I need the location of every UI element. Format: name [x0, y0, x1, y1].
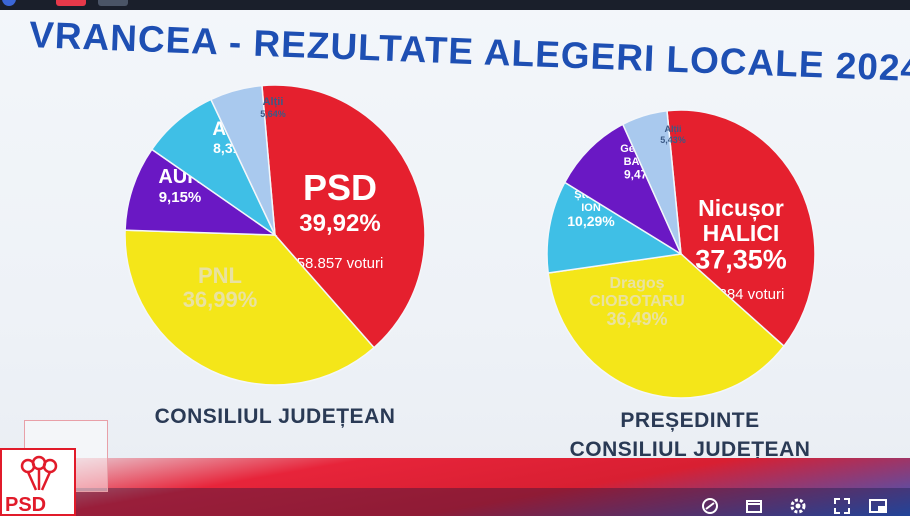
miniplayer-icon[interactable] — [868, 496, 888, 516]
facebook-icon[interactable] — [2, 0, 16, 6]
top-overlay-icons — [0, 0, 160, 8]
fullscreen-icon[interactable] — [832, 496, 852, 516]
slice-name: Alții — [665, 124, 682, 134]
slice-percent: 36,49% — [606, 309, 667, 329]
footer-band — [0, 458, 910, 516]
slice-percent: 10,29% — [567, 213, 615, 229]
pie-slice-altii — [621, 109, 682, 255]
logo-text: PSD — [5, 494, 47, 516]
pie-slice-pnl — [125, 229, 376, 386]
caption-line-2: CONSILIUL JUDEȚEAN — [569, 438, 811, 461]
pie-slice-psd — [261, 85, 426, 349]
slice-votes: 58.857 voturi — [297, 255, 384, 272]
pie-slice-georgel-badiu — [563, 123, 683, 256]
grey-badge-icon — [98, 0, 128, 6]
slice-name: PSD — [303, 167, 377, 208]
slice-percent: 5,64% — [260, 109, 286, 119]
pie-slice-altii — [209, 85, 276, 236]
slice-percent: 9,15% — [159, 189, 202, 206]
slice-percent: 39,92% — [299, 210, 380, 237]
slice-percent: 5,43% — [660, 135, 686, 145]
slice-name: Dragoș — [609, 275, 664, 292]
slice-name: CIOBOTARU — [589, 293, 685, 310]
chart-caption-consiliul-judetean: CONSILIUL JUDEȚEAN — [154, 405, 396, 428]
clip-icon[interactable] — [744, 496, 764, 516]
slice-percent: 37,35% — [695, 244, 787, 274]
settings-icon[interactable] — [788, 496, 808, 516]
rose-icon — [20, 455, 58, 491]
red-badge-icon — [56, 0, 86, 6]
pie-slice-dragos-ciobotaru — [547, 253, 786, 399]
slice-name: Alții — [263, 96, 284, 108]
pie-slice-stefan-ion — [546, 181, 684, 274]
slice-name: PNL — [198, 263, 242, 288]
caption-line-1: PREȘEDINTE — [620, 409, 760, 432]
psd-logo: PSD — [0, 448, 76, 516]
slice-percent: 36,99% — [183, 287, 258, 312]
pie-slice-nicusor-halici — [666, 109, 816, 348]
slice-name: HALICI — [703, 220, 780, 246]
slice-name: ION — [581, 202, 601, 214]
top-bezel — [0, 0, 910, 10]
pie-slice-aur — [125, 148, 278, 236]
chart-caption-presedinte: PREȘEDINTE CONSILIUL JUDEȚEAN — [540, 406, 840, 464]
subtitles-icon[interactable] — [700, 496, 720, 516]
slice-name: Nicușor — [698, 195, 784, 222]
video-control-bar — [0, 488, 910, 516]
